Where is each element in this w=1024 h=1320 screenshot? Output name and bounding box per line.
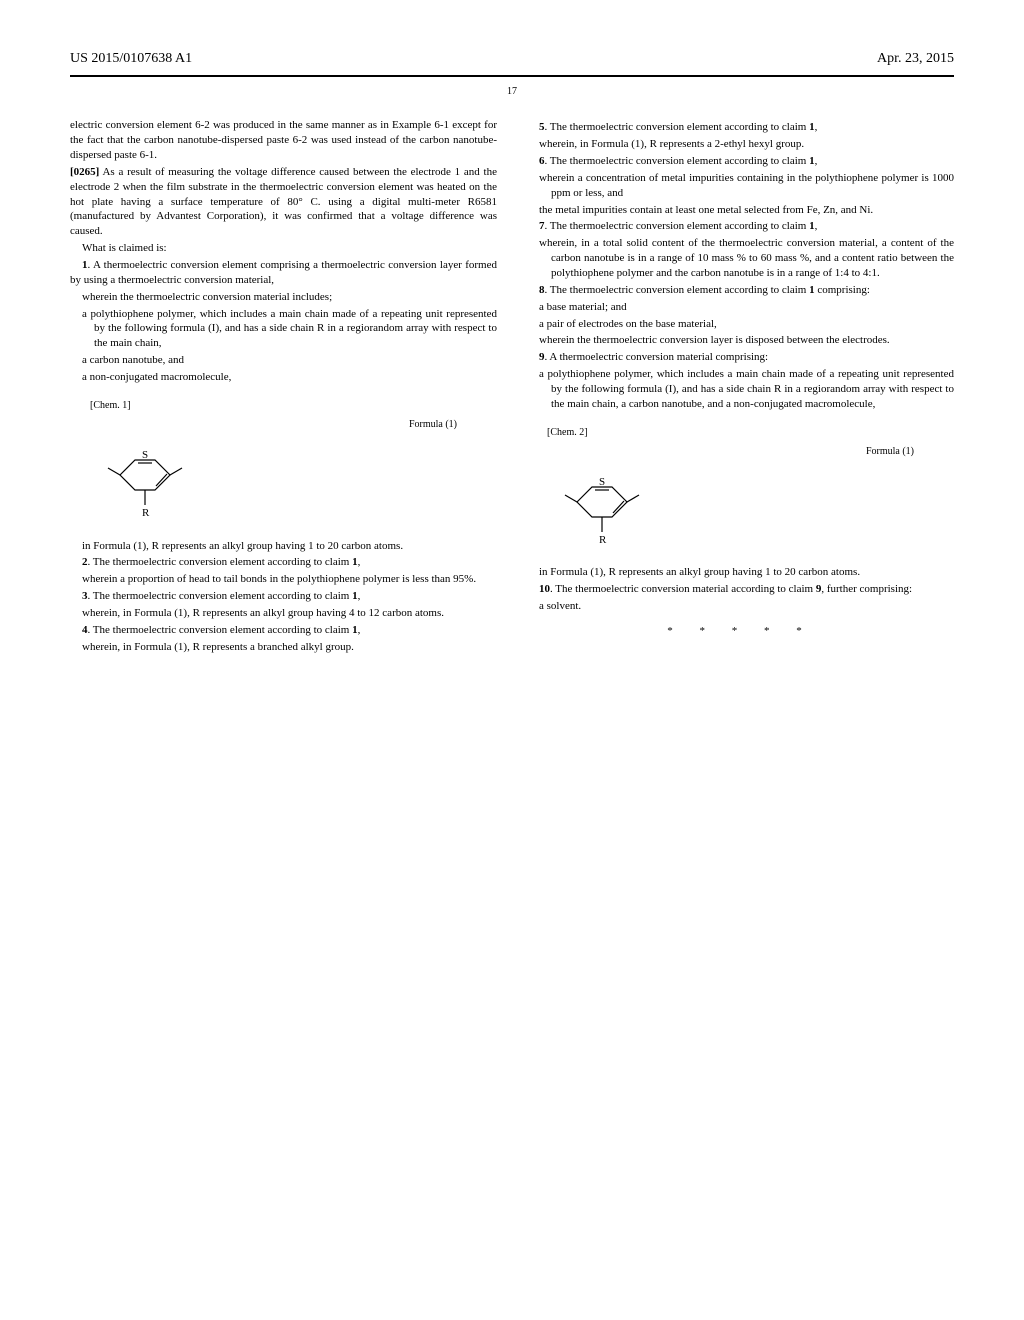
patent-number: US 2015/0107638 A1	[70, 50, 192, 69]
claim-8: 8. The thermoelectric conversion element…	[527, 283, 954, 298]
intro-paragraph: electric conversion element 6-2 was prod…	[70, 118, 497, 163]
claim-1-sub4: a non-conjugated macromolecule,	[70, 370, 497, 385]
thiophene-structure-icon: S R	[100, 440, 190, 520]
claim-3-text: . The thermoelectric conversion element …	[88, 590, 353, 602]
claim-8-end: comprising:	[815, 284, 870, 296]
chem-2-label: [Chem. 2]	[527, 426, 954, 440]
s-label-1: S	[142, 449, 148, 461]
claim-1-text: . A thermoelectric conversion element co…	[70, 259, 497, 286]
claim-4-sub: wherein, in Formula (1), R represents a …	[70, 640, 497, 655]
claim-9-text: . A thermoelectric conversion material c…	[545, 351, 769, 363]
para-0265-label: [0265]	[70, 166, 99, 178]
claim-3: 3. The thermoelectric conversion element…	[70, 589, 497, 604]
left-column: electric conversion element 6-2 was prod…	[70, 118, 497, 656]
claim-5-comma: ,	[815, 121, 818, 133]
claim-8-sub3: wherein the thermoelectric conversion la…	[527, 333, 954, 348]
page-number: 17	[70, 85, 954, 99]
formula-2-desc: in Formula (1), R represents an alkyl gr…	[527, 565, 954, 580]
s-label-2: S	[599, 476, 605, 488]
claim-4-text: . The thermoelectric conversion element …	[88, 624, 353, 636]
claim-6: 6. The thermoelectric conversion element…	[527, 154, 954, 169]
claim-5-sub: wherein, in Formula (1), R represents a …	[527, 137, 954, 152]
claim-10-num: 10	[539, 583, 550, 595]
claim-9-sub: a polythiophene polymer, which includes …	[527, 367, 954, 412]
thiophene-structure-2-icon: S R	[557, 467, 647, 547]
claim-2-comma: ,	[358, 556, 361, 568]
claim-10-text: . The thermoelectric conversion material…	[550, 583, 816, 595]
chemical-structure-2: S R	[557, 467, 954, 552]
claim-8-sub2: a pair of electrodes on the base materia…	[527, 317, 954, 332]
what-claimed: What is claimed is:	[70, 241, 497, 256]
page-header: US 2015/0107638 A1 Apr. 23, 2015	[70, 50, 954, 69]
header-divider	[70, 75, 954, 77]
claim-6-sub2: the metal impurities contain at least on…	[527, 203, 954, 218]
claim-7: 7. The thermoelectric conversion element…	[527, 219, 954, 234]
claim-1: 1. A thermoelectric conversion element c…	[70, 258, 497, 288]
content-columns: electric conversion element 6-2 was prod…	[70, 118, 954, 656]
claim-2: 2. The thermoelectric conversion element…	[70, 555, 497, 570]
formula-1-label: Formula (1)	[70, 418, 497, 432]
claim-3-sub: wherein, in Formula (1), R represents an…	[70, 606, 497, 621]
claim-5: 5. The thermoelectric conversion element…	[527, 120, 954, 135]
claim-9: 9. A thermoelectric conversion material …	[527, 350, 954, 365]
formula-2-label: Formula (1)	[527, 445, 954, 459]
para-0265-text: As a result of measuring the voltage dif…	[70, 166, 497, 237]
claim-4: 4. The thermoelectric conversion element…	[70, 623, 497, 638]
claim-8-sub1: a base material; and	[527, 300, 954, 315]
claim-3-comma: ,	[358, 590, 361, 602]
formula-1-desc: in Formula (1), R represents an alkyl gr…	[70, 539, 497, 554]
claim-6-sub1: wherein a concentration of metal impurit…	[527, 171, 954, 201]
claim-2-sub: wherein a proportion of head to tail bon…	[70, 572, 497, 587]
r-label-2: R	[599, 534, 607, 546]
claim-5-text: . The thermoelectric conversion element …	[545, 121, 810, 133]
publication-date: Apr. 23, 2015	[877, 50, 954, 69]
right-column: 5. The thermoelectric conversion element…	[527, 118, 954, 656]
claim-6-comma: ,	[815, 155, 818, 167]
chem-1-label: [Chem. 1]	[70, 399, 497, 413]
claim-10-sub: a solvent.	[527, 599, 954, 614]
claim-8-text: . The thermoelectric conversion element …	[545, 284, 810, 296]
para-0265: [0265] As a result of measuring the volt…	[70, 165, 497, 239]
r-label-1: R	[142, 507, 150, 519]
claim-7-comma: ,	[815, 220, 818, 232]
claim-1-sub1: wherein the thermoelectric conversion ma…	[70, 290, 497, 305]
claim-1-sub3: a carbon nanotube, and	[70, 353, 497, 368]
chemical-structure-1: S R	[100, 440, 497, 525]
claim-7-sub: wherein, in a total solid content of the…	[527, 236, 954, 281]
claim-2-text: . The thermoelectric conversion element …	[88, 556, 353, 568]
claim-1-sub2: a polythiophene polymer, which includes …	[70, 307, 497, 352]
claim-7-text: . The thermoelectric conversion element …	[545, 220, 810, 232]
end-stars: * * * * *	[527, 624, 954, 639]
claim-10: 10. The thermoelectric conversion materi…	[527, 582, 954, 597]
claim-10-end: , further comprising:	[821, 583, 912, 595]
claim-4-comma: ,	[358, 624, 361, 636]
claim-6-text: . The thermoelectric conversion element …	[545, 155, 810, 167]
